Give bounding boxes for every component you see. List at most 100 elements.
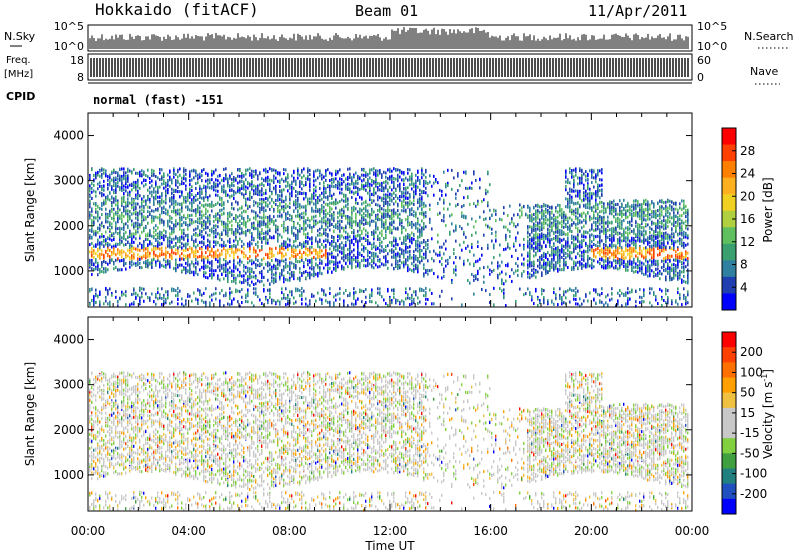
power-point bbox=[249, 172, 251, 176]
power-point bbox=[353, 229, 355, 233]
power-point bbox=[209, 203, 211, 207]
power-point bbox=[273, 236, 275, 240]
power-point bbox=[215, 240, 217, 244]
power-point bbox=[295, 239, 297, 243]
power-point bbox=[97, 212, 99, 216]
power-point bbox=[229, 291, 231, 295]
power-point bbox=[91, 250, 93, 254]
power-point bbox=[363, 246, 365, 250]
power-point bbox=[209, 250, 211, 254]
power-point bbox=[377, 259, 379, 263]
power-point bbox=[209, 301, 211, 305]
power-point bbox=[351, 206, 353, 210]
power-point bbox=[301, 258, 303, 262]
power-point bbox=[299, 224, 301, 228]
power-point bbox=[351, 209, 353, 213]
power-point bbox=[333, 247, 335, 251]
power-point bbox=[379, 204, 381, 208]
power-point bbox=[381, 222, 383, 226]
power-point bbox=[321, 259, 323, 263]
power-point bbox=[329, 201, 331, 205]
power-point bbox=[261, 279, 263, 283]
power-point bbox=[299, 249, 301, 253]
power-point bbox=[111, 245, 113, 249]
power-point bbox=[131, 197, 133, 201]
power-point bbox=[315, 248, 317, 252]
power-point bbox=[299, 256, 301, 260]
power-point bbox=[89, 258, 91, 262]
power-point bbox=[319, 198, 321, 202]
power-point bbox=[151, 209, 153, 213]
power-point bbox=[265, 188, 267, 192]
power-point bbox=[247, 291, 249, 295]
power-point bbox=[131, 232, 133, 236]
power-point bbox=[233, 193, 235, 197]
power-point bbox=[185, 222, 187, 226]
power-point bbox=[251, 267, 253, 271]
power-point bbox=[109, 191, 111, 195]
power-point bbox=[217, 265, 219, 269]
power-point bbox=[347, 248, 349, 252]
power-point bbox=[341, 247, 343, 251]
power-point bbox=[317, 253, 319, 257]
power-point bbox=[145, 183, 147, 187]
power-point bbox=[369, 256, 371, 260]
power-point bbox=[303, 270, 305, 274]
power-point bbox=[99, 303, 101, 307]
power-point bbox=[187, 199, 189, 203]
power-point bbox=[305, 251, 307, 255]
power-point bbox=[229, 227, 231, 231]
power-point bbox=[113, 189, 115, 193]
power-point bbox=[207, 219, 209, 223]
power-point bbox=[223, 206, 225, 210]
power-point bbox=[275, 184, 277, 188]
power-point bbox=[385, 257, 387, 261]
power-point bbox=[163, 200, 165, 204]
cpid-text: normal (fast) -151 bbox=[93, 93, 223, 107]
power-point bbox=[135, 216, 137, 220]
power-point bbox=[149, 190, 151, 194]
power-point bbox=[125, 255, 127, 259]
power-point bbox=[167, 236, 169, 240]
power-point bbox=[259, 172, 261, 176]
power-point bbox=[189, 179, 191, 183]
power-point bbox=[247, 294, 249, 298]
power-point bbox=[135, 212, 137, 216]
power-point bbox=[249, 243, 251, 247]
power-point bbox=[161, 242, 163, 246]
power-point bbox=[273, 299, 275, 303]
power-point bbox=[341, 178, 343, 182]
power-point bbox=[195, 198, 197, 202]
power-point bbox=[329, 300, 331, 304]
power-point bbox=[141, 181, 143, 185]
power-point bbox=[321, 288, 323, 292]
power-point bbox=[341, 256, 343, 260]
power-point bbox=[205, 185, 207, 189]
power-point bbox=[163, 206, 165, 210]
power-point bbox=[329, 261, 331, 265]
power-point bbox=[385, 230, 387, 234]
power-point bbox=[239, 226, 241, 230]
power-point bbox=[283, 205, 285, 209]
power-point bbox=[349, 190, 351, 194]
power-point bbox=[315, 193, 317, 197]
power-point bbox=[185, 248, 187, 252]
power-point bbox=[249, 274, 251, 278]
power-point bbox=[309, 246, 311, 250]
power-point bbox=[333, 202, 335, 206]
power-point bbox=[101, 207, 103, 211]
power-point bbox=[309, 250, 311, 254]
power-point bbox=[171, 198, 173, 202]
power-point bbox=[139, 242, 141, 246]
power-point bbox=[123, 188, 125, 192]
power-point bbox=[229, 287, 231, 291]
power-point bbox=[195, 254, 197, 258]
power-point bbox=[303, 191, 305, 195]
power-point bbox=[341, 212, 343, 216]
power-point bbox=[131, 249, 133, 253]
power-point bbox=[157, 185, 159, 189]
power-point bbox=[339, 226, 341, 230]
power-point bbox=[213, 183, 215, 187]
power-point bbox=[289, 257, 291, 261]
power-point bbox=[273, 222, 275, 226]
